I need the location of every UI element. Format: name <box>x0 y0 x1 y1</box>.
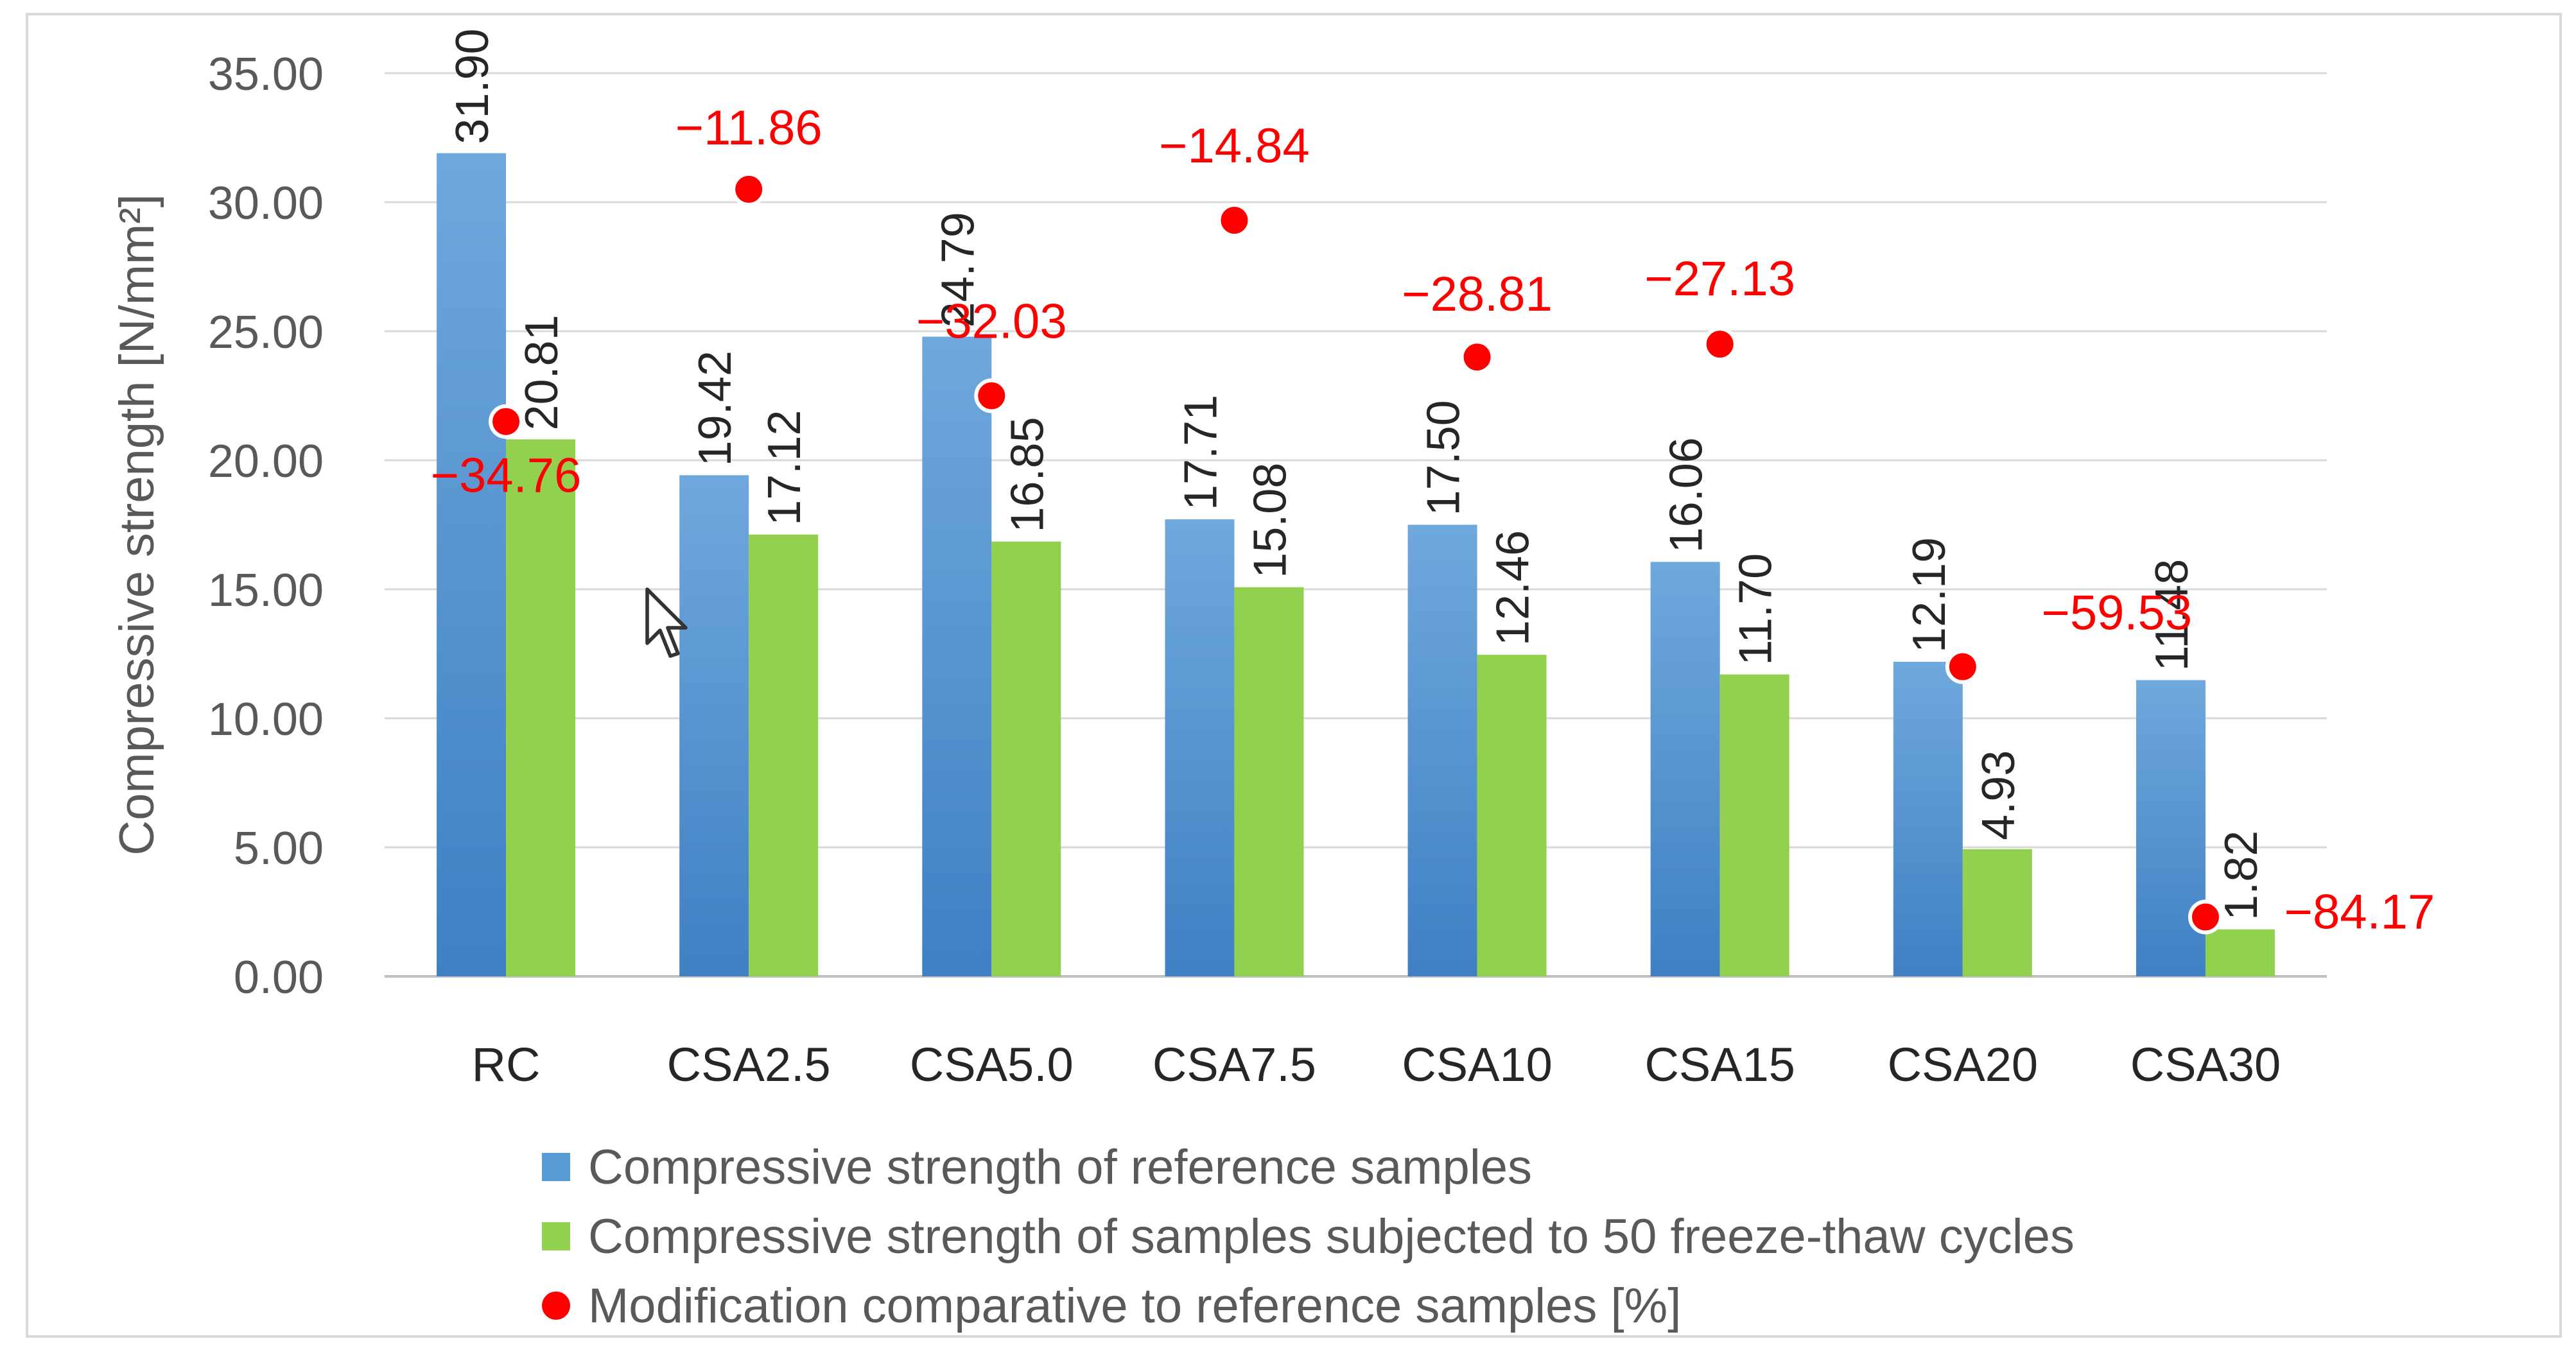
x-tick-label: CSA5.0 <box>910 1038 1074 1091</box>
scatter-label: −14.84 <box>1159 119 1310 173</box>
bar-freeze-thaw <box>991 541 1061 976</box>
scatter-label: −28.81 <box>1402 267 1553 322</box>
legend-swatch-modification <box>542 1292 570 1320</box>
bar-reference <box>679 475 749 976</box>
scatter-point <box>974 378 1009 413</box>
data-label-reference: 17.71 <box>1175 395 1226 510</box>
y-tick-label: 15.00 <box>208 565 324 616</box>
x-tick-label: CSA30 <box>2130 1038 2281 1091</box>
legend-swatch-freeze-thaw <box>542 1222 570 1250</box>
bar-reference <box>2136 680 2206 976</box>
bar-freeze-thaw <box>749 534 819 976</box>
x-tick-label: CSA2.5 <box>667 1038 831 1091</box>
y-tick-label: 25.00 <box>208 307 324 358</box>
data-label-freeze-thaw: 17.12 <box>759 410 810 526</box>
data-label-reference: 19.42 <box>690 350 741 466</box>
data-label-freeze-thaw: 1.82 <box>2216 831 2267 921</box>
data-label-reference: 31.90 <box>447 28 498 144</box>
y-tick-label: 5.00 <box>234 823 324 874</box>
bar-reference <box>1165 519 1235 976</box>
y-tick-label: 10.00 <box>208 694 324 745</box>
scatter-label: −59.53 <box>2042 586 2193 641</box>
x-tick-label: CSA15 <box>1644 1038 1795 1091</box>
legend-label-modification: Modification comparative to reference sa… <box>588 1278 1682 1333</box>
scatter-markers: −34.76 −11.86 −32.03 −14.84 −28.81 −27.13 −59.… <box>431 101 2435 940</box>
bar-freeze-thaw <box>506 439 576 976</box>
scatter-label: −84.17 <box>2284 885 2435 940</box>
legend-label-freeze-thaw: Compressive strength of samples subjecte… <box>588 1209 2075 1264</box>
y-tick-label: 0.00 <box>234 952 324 1003</box>
data-label-freeze-thaw: 16.85 <box>1002 417 1053 532</box>
y-tick-label: 20.00 <box>208 436 324 487</box>
data-label-freeze-thaw: 12.46 <box>1488 530 1539 646</box>
bar-reference <box>437 153 507 976</box>
legend-item-freeze-thaw: Compressive strength of samples subjecte… <box>542 1202 2075 1271</box>
y-tick-labels: 0.00 5.00 10.00 15.00 20.00 25.00 30.00 35.00 <box>208 49 324 1003</box>
scatter-label: −11.86 <box>675 101 822 155</box>
bar-freeze-thaw <box>2205 929 2275 976</box>
data-label-freeze-thaw: 20.81 <box>516 315 568 430</box>
data-label-reference: 17.50 <box>1418 400 1470 515</box>
x-tick-label: RC <box>472 1038 541 1091</box>
data-label-freeze-thaw: 4.93 <box>1973 750 2024 840</box>
bar-data-labels: 31.90 20.81 19.42 17.12 24.79 16.85 17.71 15.08… <box>447 28 2267 920</box>
bar-freeze-thaw <box>1719 674 1789 976</box>
scatter-point <box>1945 649 1980 684</box>
scatter-label: −27.13 <box>1644 252 1795 306</box>
bar-reference <box>1407 524 1477 976</box>
bar-freeze-thaw <box>1962 849 2032 976</box>
scatter-point <box>731 171 767 207</box>
data-label-reference: 12.19 <box>1904 537 1955 653</box>
bar-reference <box>1893 661 1963 976</box>
bar-reference <box>922 336 992 976</box>
data-label-freeze-thaw: 15.08 <box>1244 463 1296 578</box>
mouse-cursor-icon <box>645 587 688 658</box>
gridlines <box>385 72 2327 978</box>
scatter-point <box>2188 899 2223 935</box>
scatter-label: −34.76 <box>431 449 582 503</box>
data-label-reference: 16.06 <box>1661 437 1712 553</box>
y-tick-label: 35.00 <box>208 49 324 100</box>
bar-freeze-thaw <box>1234 587 1304 976</box>
x-tick-label: CSA10 <box>1402 1038 1552 1091</box>
bar-reference <box>1650 562 1720 976</box>
bar-freeze-thaw <box>1477 655 1547 976</box>
x-tick-label: CSA7.5 <box>1153 1038 1316 1091</box>
legend: Compressive strength of reference sample… <box>542 1132 2075 1340</box>
legend-label-reference: Compressive strength of reference sample… <box>588 1139 1532 1195</box>
legend-item-modification: Modification comparative to reference sa… <box>542 1271 2075 1340</box>
bar-chart: 0.00 5.00 10.00 15.00 20.00 25.00 30.00 35.00 C… <box>110 28 2435 1091</box>
x-tick-label: CSA20 <box>1888 1038 2038 1091</box>
scatter-point <box>1217 203 1252 238</box>
scatter-point <box>1459 340 1495 375</box>
chart-frame: 0.00 5.00 10.00 15.00 20.00 25.00 30.00 35.00 C… <box>26 13 2562 1338</box>
scatter-label: −32.03 <box>916 295 1067 349</box>
data-label-reference: 24.79 <box>932 212 984 327</box>
y-tick-label: 30.00 <box>208 178 324 229</box>
legend-item-reference: Compressive strength of reference sample… <box>542 1132 2075 1202</box>
y-axis-label: Compressive strength [N/mm²] <box>110 194 164 855</box>
data-label-reference: 11.48 <box>2146 559 2198 671</box>
bars <box>437 153 2275 976</box>
scatter-point <box>489 404 524 439</box>
x-tick-labels: RC CSA2.5 CSA5.0 CSA7.5 CSA10 CSA15 CSA20 CSA30 <box>472 1038 2281 1091</box>
legend-swatch-reference <box>542 1153 570 1181</box>
scatter-point <box>1702 327 1737 362</box>
data-label-freeze-thaw: 11.70 <box>1730 553 1782 666</box>
